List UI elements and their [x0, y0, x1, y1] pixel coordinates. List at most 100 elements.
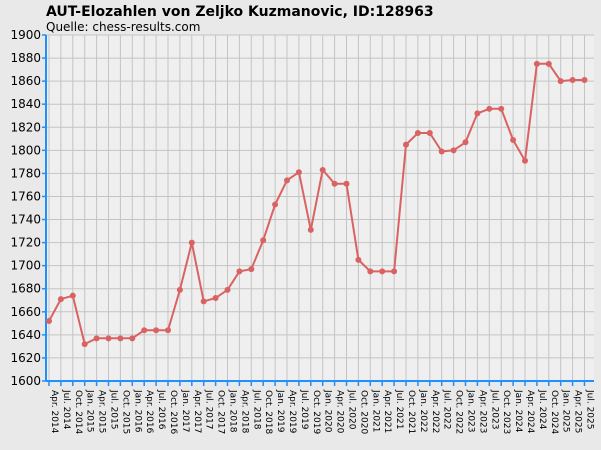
x-tick-label: Apr. 2019: [287, 390, 297, 434]
x-tick-label: Oct. 2020: [358, 390, 368, 434]
x-tick-label: Jul. 2021: [394, 389, 404, 430]
x-tick-label: Apr. 2025: [573, 390, 583, 433]
x-tick-label: Apr. 2020: [335, 390, 345, 434]
data-point: [331, 180, 338, 187]
data-point: [533, 60, 540, 67]
y-tick-label: 1720: [10, 236, 41, 250]
x-tick-label: Jan. 2015: [85, 389, 95, 433]
x-tick-label: Oct. 2024: [549, 390, 559, 434]
data-point: [391, 268, 398, 275]
y-tick-label: 1680: [10, 282, 41, 296]
x-tick-label: Oct. 2021: [406, 390, 416, 434]
x-tick-label: Jan. 2019: [275, 389, 285, 433]
x-tick-label: Apr. 2021: [382, 390, 392, 433]
x-tick-label: Oct. 2022: [454, 390, 464, 434]
y-tick-label: 1840: [10, 97, 41, 111]
y-tick-label: 1660: [10, 305, 41, 319]
data-point: [403, 141, 409, 148]
data-point: [414, 130, 421, 137]
x-tick-labels: Apr. 2014 Jul. 2014 Oct. 2014 Jan. 2015 Apr.…: [49, 389, 595, 434]
data-point: [117, 335, 124, 342]
data-point: [319, 166, 326, 173]
data-point: [307, 226, 314, 233]
data-point: [260, 237, 267, 244]
data-point: [557, 78, 564, 85]
y-tick-label: 1900: [10, 28, 41, 42]
data-point: [569, 76, 576, 83]
x-tick-label: Jan. 2017: [180, 389, 190, 433]
plot-area: [46, 35, 594, 381]
x-tick-label: Jul. 2020: [347, 389, 357, 430]
x-tick-label: Oct. 2023: [501, 390, 511, 434]
x-tick-label: Oct. 2016: [168, 390, 178, 434]
data-point: [474, 110, 481, 117]
data-point: [486, 105, 493, 112]
data-point: [105, 335, 112, 342]
data-point: [343, 180, 350, 187]
data-point: [284, 177, 290, 184]
x-tick-label: Oct. 2019: [311, 390, 321, 434]
x-tick-label: Apr. 2017: [192, 390, 202, 433]
x-tick-label: Oct. 2014: [73, 390, 83, 434]
data-point: [248, 266, 255, 273]
x-tick-label: Jul. 2025: [585, 389, 595, 430]
data-point: [510, 136, 517, 143]
y-tick-label: 1700: [10, 259, 41, 273]
y-tick-label: 1600: [10, 374, 41, 388]
x-tick-label: Jan. 2021: [370, 389, 380, 433]
y-tick-labels: 1600 1620 1640 1660 1680 1700 1720 1740 1760 1780…: [10, 28, 41, 388]
x-tick-label: Apr. 2016: [144, 390, 154, 434]
data-point: [355, 256, 362, 263]
data-point: [141, 327, 148, 334]
x-tick-label: Oct. 2015: [120, 390, 130, 434]
data-point: [379, 268, 386, 275]
data-point: [69, 292, 76, 299]
x-tick-label: Apr. 2024: [525, 390, 535, 434]
data-point: [176, 286, 183, 293]
data-point: [212, 294, 219, 301]
x-tick-label: Jan. 2024: [513, 389, 523, 433]
y-tick-label: 1800: [10, 143, 41, 157]
y-tick-label: 1820: [10, 120, 41, 134]
x-tick-label: Jan. 2022: [418, 389, 428, 433]
x-tick-label: Apr. 2014: [49, 390, 59, 434]
x-tick-label: Jul. 2014: [61, 389, 71, 430]
x-tick-label: Oct. 2017: [216, 390, 226, 434]
data-point: [272, 201, 279, 208]
series-line: [48, 62, 585, 346]
x-tick-label: Jul. 2024: [537, 389, 547, 430]
data-point: [93, 335, 100, 342]
data-point: [153, 327, 160, 334]
y-tick-label: 1780: [10, 166, 41, 180]
data-point: [224, 286, 231, 293]
y-tick-label: 1620: [10, 351, 41, 365]
x-tick-label: Jan. 2020: [323, 389, 333, 433]
grid-lines: [46, 34, 594, 382]
data-point: [129, 335, 136, 342]
x-tick-label: Jul. 2015: [109, 389, 119, 430]
axes: [42, 34, 594, 386]
x-tick-label: Jul. 2019: [299, 389, 309, 430]
x-tick-label: Jan. 2018: [228, 389, 238, 433]
x-tick-label: Jul. 2017: [204, 389, 214, 430]
y-tick-label: 1880: [10, 51, 41, 65]
data-point: [200, 298, 207, 305]
data-point: [236, 268, 243, 275]
x-tick-label: Jul. 2018: [251, 389, 261, 430]
x-tick-label: Apr. 2023: [477, 390, 487, 433]
x-tick-label: Jan. 2016: [132, 389, 142, 433]
chart-title: AUT-Elozahlen von Zeljko Kuzmanovic, ID:…: [46, 4, 434, 20]
x-tick-label: Jan. 2025: [561, 389, 571, 433]
data-point: [545, 60, 552, 67]
data-point: [450, 147, 457, 154]
data-point: [438, 148, 445, 155]
data-point: [295, 169, 302, 176]
x-tick-label: Apr. 2015: [97, 390, 107, 433]
data-point: [81, 341, 88, 348]
y-tick-label: 1860: [10, 74, 41, 88]
data-points: [46, 60, 588, 348]
data-point: [188, 239, 195, 246]
data-point: [426, 130, 433, 137]
data-point: [581, 76, 588, 83]
